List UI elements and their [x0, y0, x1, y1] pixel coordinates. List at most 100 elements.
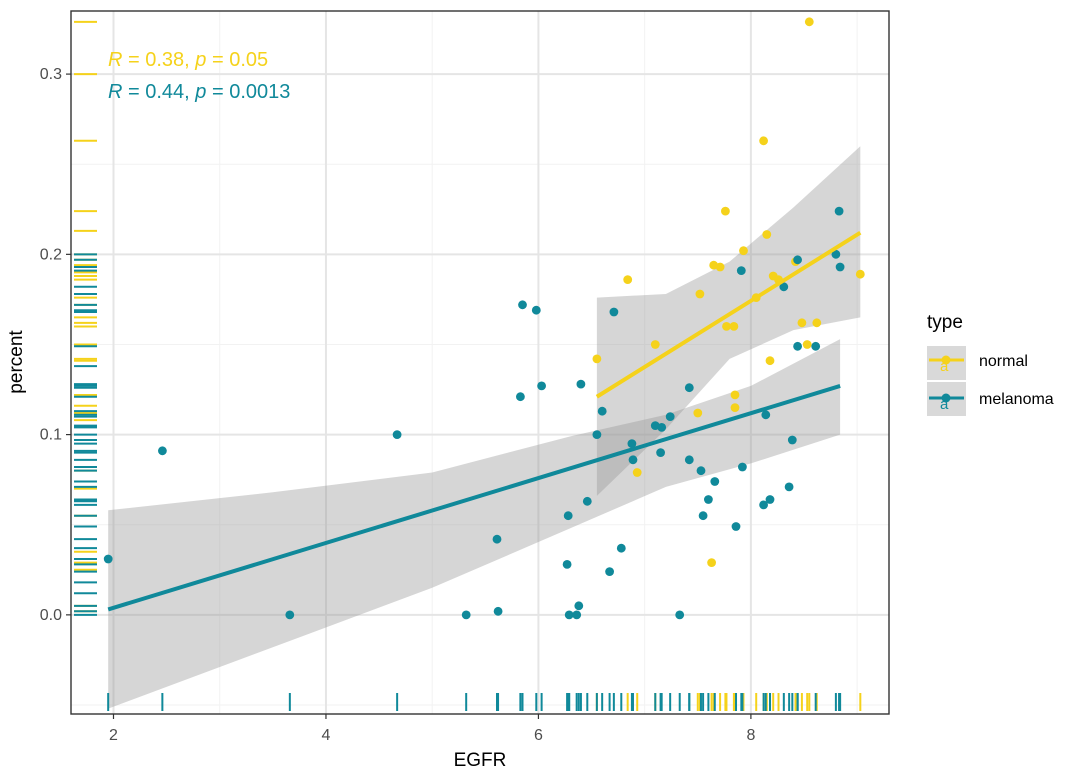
point-melanoma [285, 610, 295, 620]
point-melanoma [765, 495, 775, 504]
point-melanoma [784, 482, 794, 492]
point-melanoma [103, 554, 113, 564]
point-melanoma [392, 430, 402, 439]
point-melanoma [835, 262, 845, 272]
point-melanoma [628, 455, 638, 465]
legend-key-melanoma-point [941, 393, 951, 403]
point-melanoma [656, 448, 665, 457]
x-tick-label: 8 [746, 727, 755, 744]
y-tick-label: 0.2 [40, 246, 62, 263]
point-melanoma [572, 610, 582, 620]
x-tick-label: 2 [109, 727, 118, 744]
point-melanoma [779, 282, 789, 292]
y-rug [74, 20, 97, 616]
point-melanoma [597, 406, 607, 416]
legend-title: type [927, 312, 963, 333]
point-melanoma [793, 341, 802, 351]
x-tick-label: 6 [534, 727, 543, 744]
legend-key-melanoma-glyph: a [940, 396, 949, 413]
point-melanoma [665, 412, 675, 421]
point-melanoma [609, 307, 619, 317]
point-melanoma [605, 567, 614, 576]
legend-key-normal-glyph: a [940, 358, 949, 375]
point-melanoma [759, 500, 768, 510]
ci-band-melanoma [108, 339, 841, 709]
point-melanoma [684, 455, 694, 465]
point-melanoma [675, 610, 685, 620]
point-melanoma [461, 610, 471, 620]
point-melanoma [616, 543, 626, 553]
legend-key-normal-point [941, 355, 951, 365]
point-melanoma [537, 381, 546, 391]
point-normal [592, 354, 602, 364]
point-melanoma [696, 466, 706, 476]
point-melanoma [562, 560, 572, 569]
point-normal [762, 230, 772, 239]
y-tick-label: 0.1 [40, 427, 62, 444]
point-melanoma [831, 249, 841, 259]
point-normal [802, 340, 812, 349]
point-melanoma [710, 477, 720, 486]
point-normal [729, 322, 739, 331]
x-rug [107, 693, 862, 711]
point-melanoma [793, 255, 802, 265]
point-melanoma [834, 206, 844, 216]
point-normal [715, 262, 725, 272]
points [103, 17, 865, 620]
point-normal [623, 275, 633, 284]
point-normal [812, 318, 822, 328]
point-melanoma [761, 410, 771, 420]
point-melanoma [576, 379, 586, 389]
point-normal [759, 136, 768, 146]
y-tick-label: 0.0 [40, 607, 62, 624]
point-melanoma [564, 610, 574, 620]
ci-band-normal [596, 146, 861, 496]
point-melanoma [582, 496, 592, 506]
point-normal [693, 408, 703, 418]
point-melanoma [811, 341, 821, 351]
point-melanoma [493, 606, 503, 616]
point-normal [695, 289, 705, 299]
x-tick-label: 4 [322, 727, 331, 744]
stat-annotation-normal: R = 0.38, p = 0.05 [108, 49, 268, 71]
x-axis-title: EGFR [454, 750, 507, 771]
legend-label-normal: normal [979, 353, 1028, 370]
point-normal [804, 17, 814, 27]
point-melanoma [516, 392, 525, 402]
point-melanoma [563, 511, 573, 521]
point-melanoma [736, 266, 746, 275]
point-melanoma [531, 305, 541, 315]
regression-lines [107, 231, 862, 612]
point-melanoma [698, 511, 708, 521]
point-melanoma [704, 495, 713, 504]
point-melanoma [492, 534, 502, 544]
stat-annotation-melanoma: R = 0.44, p = 0.0013 [108, 81, 290, 103]
point-normal [739, 246, 748, 256]
point-melanoma [657, 423, 667, 432]
point-normal [632, 468, 642, 477]
point-melanoma [592, 430, 602, 439]
point-melanoma [787, 435, 797, 445]
y-axis-title: percent [6, 330, 27, 394]
panel-border [70, 10, 890, 715]
legend-label-melanoma: melanoma [979, 391, 1054, 408]
point-melanoma [158, 446, 167, 456]
point-normal [722, 322, 731, 331]
legend: type a normal a melanoma [927, 312, 1054, 416]
grid [71, 11, 889, 714]
point-normal [721, 206, 730, 216]
point-normal [797, 318, 807, 328]
point-melanoma [684, 383, 694, 393]
axis-ticks: 2 4 6 8 0.0 0.1 0.2 0.3 [40, 66, 756, 744]
point-melanoma [738, 462, 747, 472]
point-normal [855, 269, 865, 279]
point-normal [730, 390, 740, 400]
fit-line-normal [595, 231, 862, 399]
point-melanoma [731, 522, 741, 531]
confidence-bands [108, 146, 861, 709]
point-melanoma [574, 601, 584, 611]
point-melanoma [518, 300, 527, 310]
point-melanoma [627, 439, 637, 448]
fit-line-melanoma [107, 384, 841, 612]
